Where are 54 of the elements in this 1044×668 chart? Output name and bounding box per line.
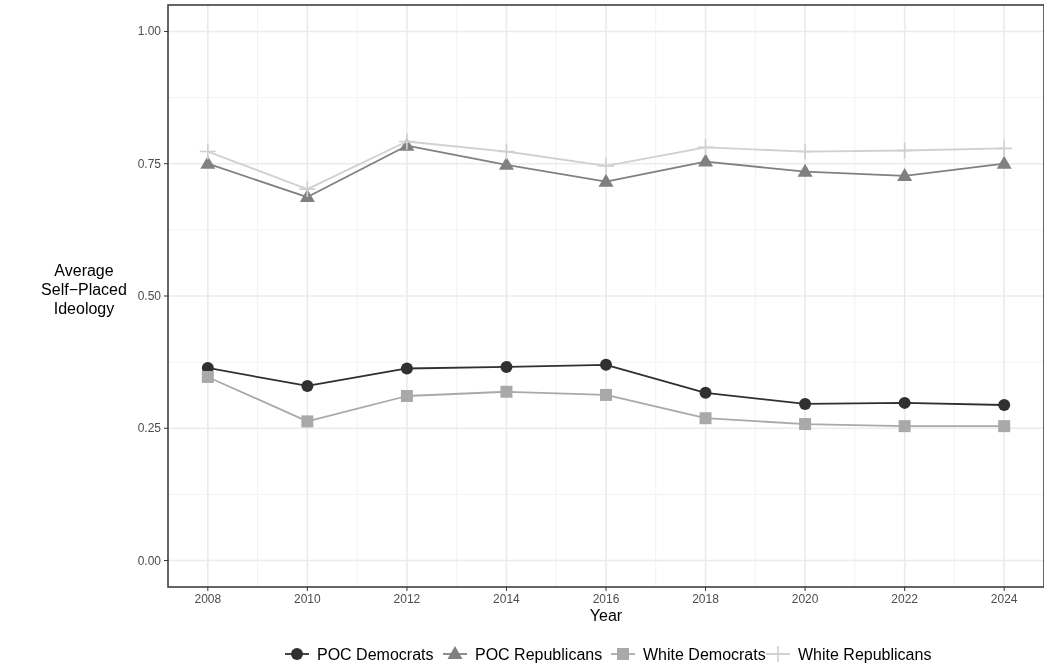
point [200,155,216,169]
point [998,420,1011,433]
point [995,139,1013,158]
point [696,138,715,157]
legend-label: White Democrats [643,646,766,663]
point [699,386,712,399]
point [201,370,214,383]
y-tick-label: 0.25 [137,421,162,436]
x-tick-label: 2014 [493,592,521,606]
point [400,362,413,375]
legend-label: POC Republicans [475,646,603,663]
point [996,155,1012,169]
point [500,360,513,373]
point [497,142,516,161]
y-tick-label: 0.00 [137,553,162,568]
x-axis-title: Year [589,607,623,624]
x-tick-label: 2008 [194,592,222,606]
x-tick-label: 2018 [692,592,720,606]
x-tick-label: 2022 [891,592,919,606]
point [895,141,914,160]
y-axis-title: Average Self−Placed Ideology [41,262,127,317]
point [897,167,913,181]
point [400,390,413,402]
point [898,420,911,433]
y-tick-label: 1.00 [137,24,162,39]
point [498,156,514,170]
point [698,153,714,167]
x-tick-label: 2010 [294,592,322,606]
point [796,142,814,161]
x-tick-label: 2016 [592,592,620,606]
point [699,412,712,425]
point [600,358,612,371]
point [799,397,812,410]
point [797,163,813,177]
point [299,189,315,203]
point [199,142,217,161]
point [301,379,314,392]
x-tick-label: 2012 [393,592,421,606]
y-tick-label: 0.75 [137,156,162,171]
point [500,385,513,398]
point [598,173,614,187]
x-tick-label: 2024 [990,592,1018,606]
point [298,180,317,198]
legend-label: POC Democrats [317,646,434,663]
point [799,418,812,431]
point [898,396,911,409]
legend-label: White Republicans [798,646,932,663]
point [301,415,314,428]
point [600,388,612,401]
point [398,132,416,151]
x-tick-label: 2020 [791,592,819,606]
point [998,398,1011,411]
point [597,157,615,175]
y-tick-label: 0.50 [137,289,162,303]
